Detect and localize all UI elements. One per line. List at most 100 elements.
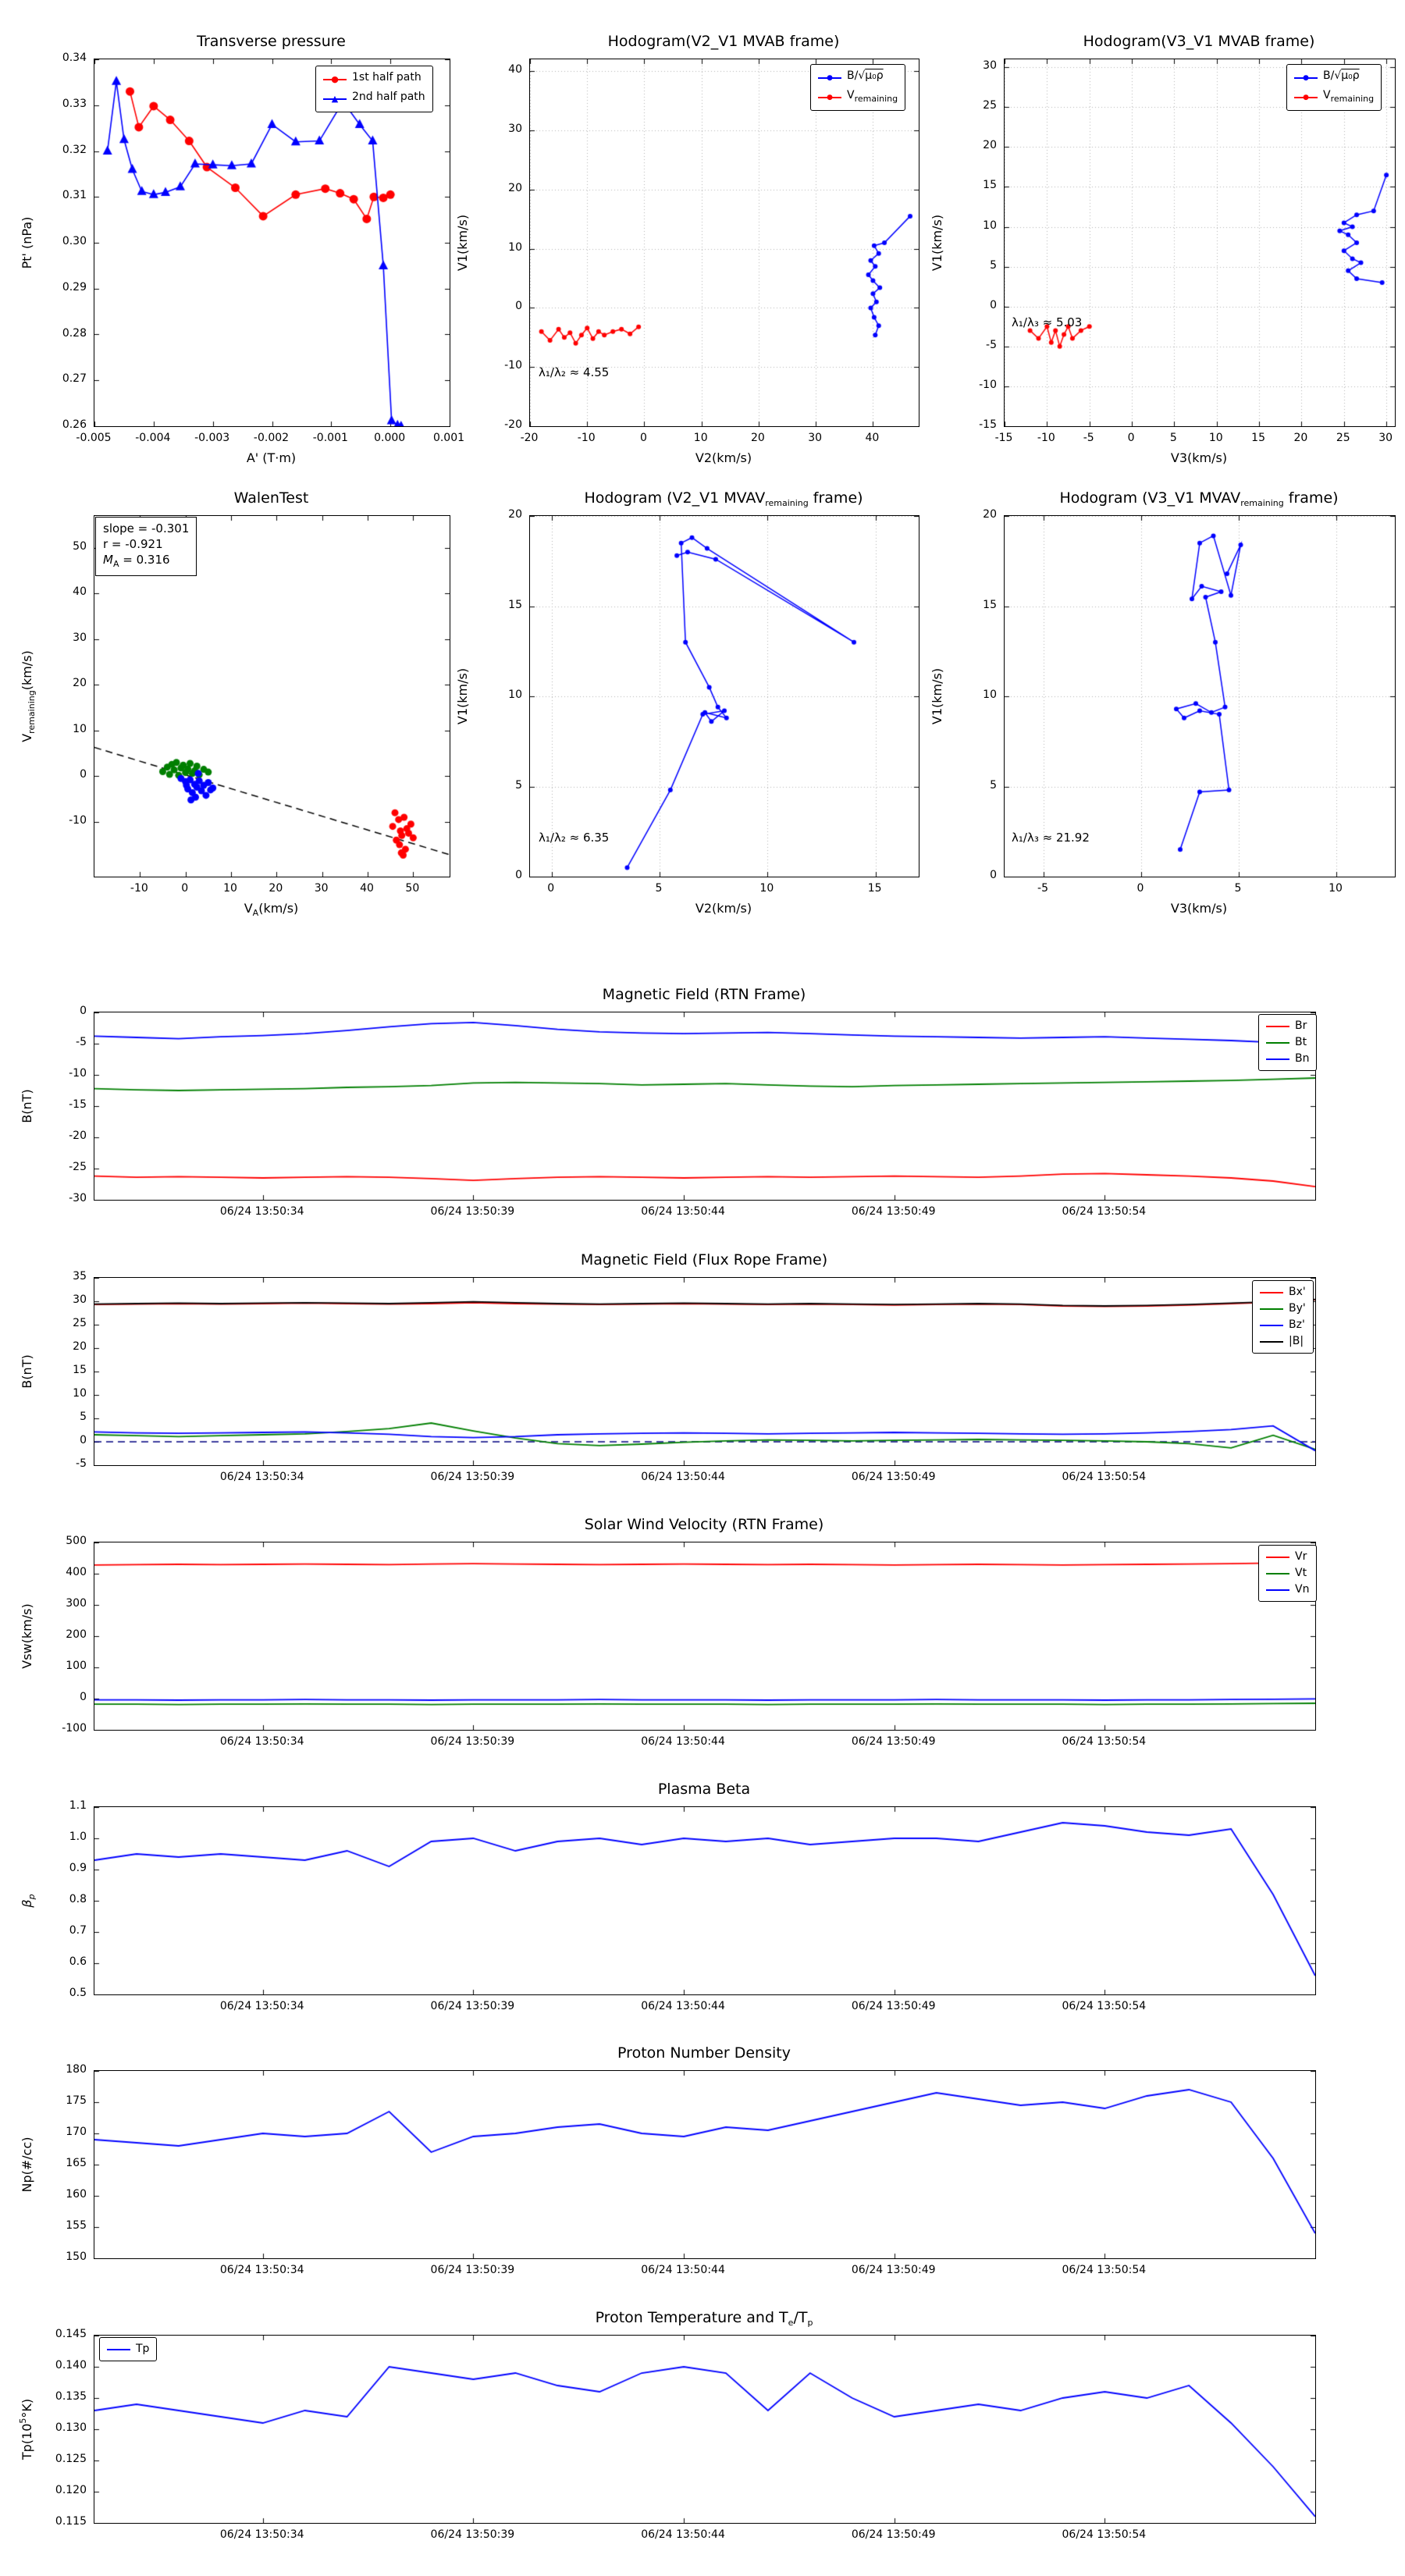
y-tick-label: 160 [66, 2188, 87, 2201]
line-marker-icon [1260, 1287, 1283, 1298]
y-tick-label: 0 [80, 768, 87, 781]
chart-title: Magnetic Field (RTN Frame) [602, 986, 806, 1003]
y-tick-label: -10 [504, 359, 522, 372]
y-tick-label: 10 [983, 219, 997, 232]
y-tick-label: 50 [73, 539, 87, 553]
x-tick-label: 0 [547, 882, 555, 895]
line-marker-icon [1260, 1320, 1283, 1331]
y-tick-label: 0.6 [69, 1955, 87, 1968]
y-tick-label: 0.26 [62, 418, 87, 431]
x-tick-label: 06/24 13:50:44 [641, 2000, 725, 2012]
y-tick-label: 175 [66, 2094, 87, 2107]
line-marker-icon [1266, 1037, 1289, 1048]
y-tick-label: 40 [508, 63, 522, 76]
legend-entry: Br [1266, 1018, 1309, 1034]
x-tick-label: 15 [867, 882, 882, 895]
x-tick-label: -10 [1037, 432, 1055, 444]
y-tick-label: 0 [990, 298, 997, 311]
x-tick-label: 5 [655, 882, 663, 895]
x-tick-label: 06/24 13:50:39 [430, 2264, 515, 2276]
y-tick-label: 10 [73, 722, 87, 735]
y-tick-label: 0.140 [55, 2359, 87, 2371]
chart-title: Solar Wind Velocity (RTN Frame) [584, 1516, 824, 1533]
y-tick-label: 1.0 [69, 1831, 87, 1843]
y-tick-label: 10 [508, 240, 522, 254]
chart-title: Proton Temperature and Te/Tp [595, 2309, 813, 2328]
x-tick-label: 06/24 13:50:44 [641, 1471, 725, 1483]
hodogram-v2v1-mvab-chart [529, 59, 919, 427]
walen-r-value: r = -0.921 [103, 537, 163, 551]
walen-slope-value: slope = -0.301 [103, 521, 190, 535]
chart-title: Magnetic Field (Flux Rope Frame) [580, 1251, 828, 1268]
x-tick-label: -0.003 [194, 432, 230, 444]
y-tick-label: -10 [69, 813, 87, 827]
legend-box: Tp [99, 2337, 158, 2361]
y-tick-label: 5 [80, 1411, 87, 1423]
x-tick-label: 0 [1127, 432, 1135, 444]
chart-title: Hodogram(V3_V1 MVAB frame) [1083, 33, 1315, 50]
lambda-ratio-annotation: λ₁/λ₂ ≈ 4.55 [539, 365, 610, 379]
line-marker-icon: ● [1294, 92, 1318, 103]
y-tick-label: -5 [986, 338, 997, 351]
proton-density-chart [94, 2070, 1316, 2259]
legend-entry: ● B/√μ₀ρ [818, 68, 898, 87]
y-tick-label: 0.30 [62, 235, 87, 247]
y-tick-label: 30 [983, 59, 997, 73]
line-marker-icon: ● [818, 73, 841, 84]
y-tick-label: 25 [983, 99, 997, 112]
x-tick-label: 06/24 13:50:39 [430, 2000, 515, 2012]
legend-entry: Bz' [1260, 1317, 1306, 1333]
y-tick-label: 170 [66, 2126, 87, 2138]
y-tick-label: 35 [73, 1270, 87, 1283]
x-tick-label: 06/24 13:50:44 [641, 2264, 725, 2276]
x-tick-label: 06/24 13:50:39 [430, 1735, 515, 1748]
x-tick-label: 06/24 13:50:39 [430, 1471, 515, 1483]
x-tick-label: 06/24 13:50:54 [1062, 1471, 1147, 1483]
line-marker-icon: ● [818, 92, 841, 103]
y-tick-label: 0.34 [62, 52, 87, 64]
chart-title: Hodogram (V2_V1 MVAVremaining frame) [584, 489, 863, 508]
x-tick-label: 30 [314, 882, 329, 895]
x-tick-label: 06/24 13:50:34 [219, 2000, 304, 2012]
hodogram-v2v1-mvav-chart [529, 515, 919, 877]
y-tick-label: 20 [983, 508, 997, 521]
x-axis-label: V3(km/s) [1170, 901, 1228, 916]
y-tick-label: 30 [508, 122, 522, 135]
chart-title: Hodogram(V2_V1 MVAB frame) [607, 33, 840, 50]
x-tick-label: 06/24 13:50:49 [851, 1735, 936, 1748]
y-tick-label: 180 [66, 2063, 87, 2076]
chart-title: WalenTest [233, 489, 309, 507]
x-tick-label: 0.000 [374, 432, 406, 444]
x-tick-label: 5 [1234, 882, 1242, 895]
proton-temperature-chart [94, 2335, 1316, 2524]
y-tick-label: 0.115 [55, 2515, 87, 2528]
y-tick-label: -15 [69, 1098, 87, 1111]
x-tick-label: 30 [1378, 432, 1393, 444]
y-tick-label: 200 [66, 1628, 87, 1641]
x-axis-label: V3(km/s) [1170, 450, 1228, 465]
y-tick-label: 0.27 [62, 372, 87, 386]
y-tick-label: 0 [515, 869, 522, 881]
line-marker-icon [1266, 1585, 1289, 1596]
y-tick-label: 1.1 [69, 1799, 87, 1812]
y-tick-label: -25 [69, 1161, 87, 1173]
magnetic-field-rtn-chart [94, 1012, 1316, 1201]
y-tick-label: 0 [80, 1434, 87, 1446]
x-tick-label: 06/24 13:50:54 [1062, 1735, 1147, 1748]
chart-title: Hodogram (V3_V1 MVAVremaining frame) [1059, 489, 1339, 508]
y-tick-label: 20 [73, 1340, 87, 1353]
y-tick-label: 0.8 [69, 1893, 87, 1905]
legend-entry: Vr [1266, 1549, 1309, 1565]
y-tick-label: 0 [80, 1005, 87, 1017]
legend-box: Br Bt Bn [1258, 1014, 1318, 1071]
y-tick-label: -10 [69, 1067, 87, 1080]
x-tick-label: -0.004 [135, 432, 171, 444]
x-tick-label: -20 [520, 432, 539, 444]
y-tick-label: 0 [80, 1691, 87, 1703]
x-tick-label: -15 [994, 432, 1013, 444]
y-tick-label: 0.5 [69, 1987, 87, 1999]
x-tick-label: 06/24 13:50:44 [641, 1205, 725, 1218]
line-marker-icon [1266, 1568, 1289, 1579]
y-tick-label: 500 [66, 1535, 87, 1547]
legend-box: Vr Vt Vn [1258, 1545, 1318, 1602]
